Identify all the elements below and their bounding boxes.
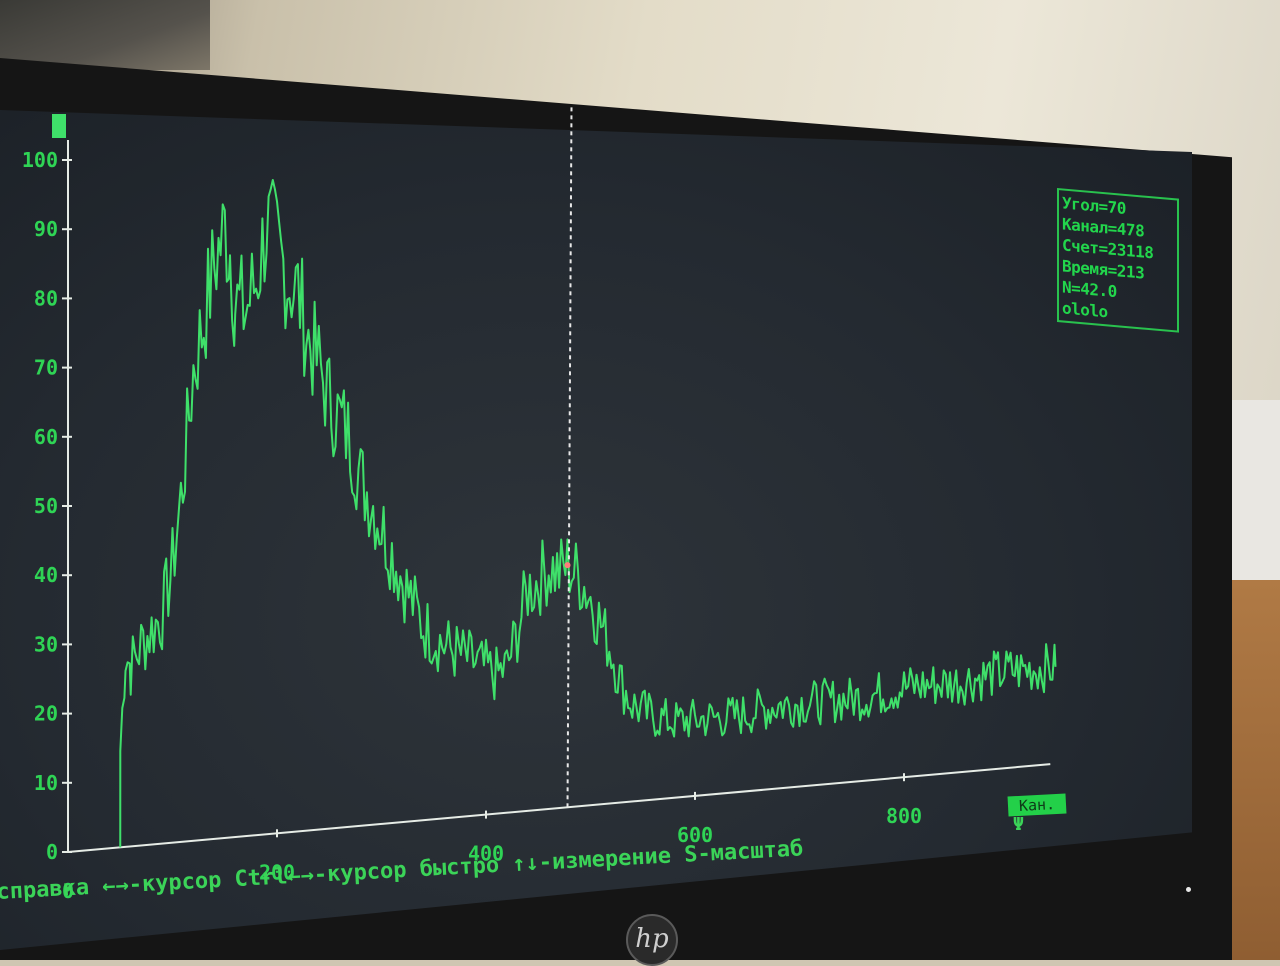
y-tick-label: 70 <box>34 356 58 380</box>
monitor-screen <box>0 110 1192 950</box>
y-tick-label: 40 <box>34 563 58 587</box>
y-tick-label: 100 <box>22 148 58 172</box>
x-tick-label: 600 <box>677 823 713 847</box>
x-tick-label: 400 <box>468 842 504 866</box>
y-tick-label: 0 <box>46 840 58 864</box>
x-tick-label: 800 <box>886 804 922 828</box>
cursor-marker <box>564 562 571 569</box>
x-tick-label: 0 <box>62 879 74 903</box>
hp-logo-icon: hp <box>626 914 678 966</box>
tick-labels: 0 10 20 30 40 50 60 70 80 90 100 0 200 400 600 800 <box>22 148 922 903</box>
y-tick-label: 60 <box>34 425 58 449</box>
chart-axes <box>62 140 1051 853</box>
measurement-readout: Угол=70 Канал=478 Счет=23118 Время=213 N… <box>1057 188 1179 333</box>
spectrum-trace-layer <box>119 179 1057 848</box>
y-tick-label: 90 <box>34 217 58 241</box>
y-axis-top-marker <box>52 114 66 138</box>
y-tick-label: 50 <box>34 494 58 518</box>
y-tick-label: 80 <box>34 286 58 310</box>
spectrum-trace <box>119 179 1057 848</box>
power-led-icon <box>1186 887 1191 892</box>
cursor-layer <box>52 105 573 808</box>
y-tick-label: 10 <box>34 771 58 795</box>
cursor-line <box>566 105 573 808</box>
psi-icon: Ψ <box>1013 814 1024 835</box>
y-tick-label: 30 <box>34 632 58 656</box>
x-tick-label: 200 <box>259 860 295 884</box>
y-tick-label: 20 <box>34 702 58 726</box>
x-axis-line <box>67 763 1051 853</box>
person-sleeve <box>0 0 210 70</box>
